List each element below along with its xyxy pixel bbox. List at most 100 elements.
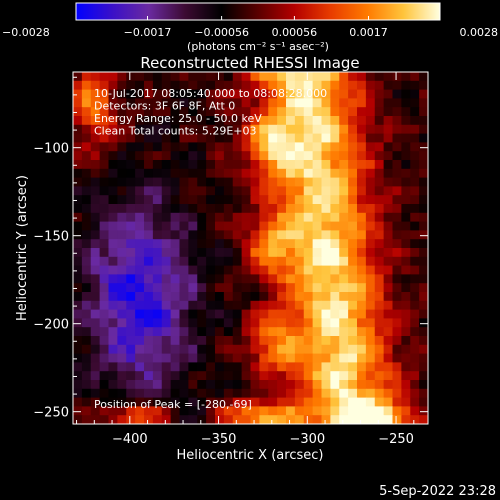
heatmap-cell — [215, 124, 225, 135]
heatmap-cell — [241, 168, 252, 179]
heatmap-cell — [179, 274, 189, 284]
heatmap-cell — [401, 300, 411, 311]
heatmap-cell — [170, 107, 181, 117]
heatmap-cell — [419, 98, 428, 108]
heatmap-cell — [188, 80, 198, 91]
heatmap-cell — [144, 239, 154, 249]
heatmap-cell — [250, 309, 260, 319]
heatmap-cell — [90, 344, 101, 355]
heatmap-cell — [108, 80, 118, 91]
heatmap-cell — [374, 168, 385, 179]
heatmap-cell — [126, 89, 136, 99]
heatmap-cell — [286, 380, 296, 390]
heatmap-cell — [152, 397, 163, 407]
heatmap-cell — [392, 362, 402, 372]
heatmap-cell — [144, 204, 154, 214]
heatmap-cell — [188, 371, 198, 381]
heatmap-cell — [419, 195, 428, 205]
heatmap-cell — [294, 415, 305, 424]
heatmap-cell — [277, 177, 287, 187]
heatmap-cell — [374, 107, 385, 117]
heatmap-cell — [339, 186, 349, 196]
heatmap-cell — [161, 300, 172, 311]
heatmap-cell — [321, 195, 331, 205]
heatmap-cell — [81, 239, 92, 249]
heatmap-cell — [223, 336, 234, 346]
heatmap-cell — [365, 380, 376, 390]
heatmap-cell — [303, 177, 314, 187]
heatmap-cell — [277, 327, 287, 337]
heatmap-cell — [241, 362, 252, 372]
heatmap-cell — [135, 124, 145, 135]
heatmap-cell — [206, 133, 216, 143]
heatmap-cell — [259, 300, 269, 311]
heatmap-cell — [170, 72, 181, 82]
heatmap-cell — [73, 336, 83, 346]
heatmap-cell — [339, 204, 349, 214]
heatmap-cell — [286, 160, 296, 170]
y-tick-label: −150 — [33, 230, 69, 245]
heatmap-cell — [99, 239, 110, 249]
heatmap-cell — [259, 265, 269, 275]
heatmap-cell — [144, 406, 154, 416]
heatmap-cell — [126, 72, 136, 82]
heatmap-cell — [410, 133, 420, 143]
heatmap-cell — [357, 397, 367, 407]
heatmap-cell — [383, 168, 394, 179]
heatmap-cell — [108, 142, 118, 152]
heatmap-cell — [392, 274, 402, 284]
heatmap-cell — [392, 98, 402, 108]
heatmap-cell — [232, 107, 243, 117]
heatmap-cell — [170, 292, 181, 302]
heatmap-cell — [392, 195, 402, 205]
heatmap-cell — [383, 274, 394, 284]
heatmap-cell — [250, 89, 260, 99]
heatmap-cell — [410, 142, 420, 152]
heatmap-cell — [339, 318, 349, 328]
heatmap-cell — [401, 344, 411, 355]
heatmap-cell — [321, 274, 331, 284]
heatmap-cell — [206, 353, 216, 363]
heatmap-cell — [161, 204, 172, 214]
heatmap-cell — [223, 283, 234, 293]
heatmap-cell — [357, 151, 367, 161]
heatmap-cell — [152, 256, 163, 267]
heatmap-cell — [321, 415, 331, 424]
heatmap-cell — [188, 195, 198, 205]
heatmap-cell — [197, 336, 207, 346]
heatmap-cell — [81, 221, 92, 231]
heatmap-cell — [339, 72, 349, 82]
heatmap-cell — [401, 89, 411, 99]
heatmap-cell — [241, 80, 252, 91]
heatmap-cell — [152, 133, 163, 143]
heatmap-cell — [135, 397, 145, 407]
heatmap-cell — [135, 336, 145, 346]
heatmap-cell — [277, 221, 287, 231]
heatmap-cell — [374, 195, 385, 205]
heatmap-cell — [357, 168, 367, 179]
heatmap-cell — [108, 300, 118, 311]
heatmap-cell — [277, 380, 287, 390]
heatmap-cell — [330, 168, 340, 179]
heatmap-cell — [152, 107, 163, 117]
heatmap-cell — [330, 221, 340, 231]
heatmap-cell — [286, 72, 296, 82]
heatmap-cell — [223, 397, 234, 407]
heatmap-cell — [286, 318, 296, 328]
heatmap-cell — [383, 151, 394, 161]
heatmap-cell — [303, 283, 314, 293]
heatmap-cell — [339, 221, 349, 231]
heatmap-cell — [383, 124, 394, 135]
heatmap-cell — [81, 274, 92, 284]
heatmap-cell — [108, 380, 118, 390]
heatmap-cell — [188, 151, 198, 161]
heatmap-cell — [277, 116, 287, 126]
heatmap-cell — [419, 292, 428, 302]
heatmap-cell — [392, 142, 402, 152]
x-tick-label: −300 — [289, 432, 325, 447]
heatmap-cell — [135, 204, 145, 214]
heatmap-cell — [144, 388, 154, 399]
x-tick-label: −350 — [201, 432, 237, 447]
heatmap-cell — [232, 371, 243, 381]
heatmap-cell — [374, 406, 385, 416]
